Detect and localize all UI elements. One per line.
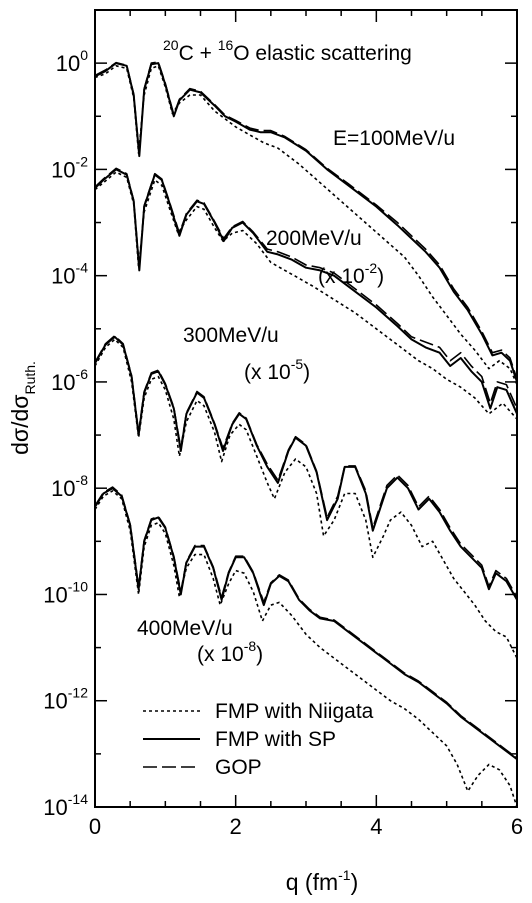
series-sp-200MeV-u (94, 168, 518, 415)
annotation-s200: (x 10-2) (318, 260, 384, 288)
ticks: 0 2 4 6 100 10-2 10-4 10-6 10-8 10-10 10-12 10-14 (43, 9, 523, 839)
x-tick-label: 0 (89, 814, 101, 839)
series-gop-200MeV-u (94, 167, 518, 409)
y-tick-label: 10-6 (51, 366, 88, 395)
legend-label: FMP with Niigata (215, 700, 374, 723)
legend-label: FMP with SP (215, 728, 336, 751)
annotation-e200: 200MeV/u (266, 227, 362, 250)
series-gop-300MeV-u (94, 334, 518, 598)
y-tick-label: 10-12 (43, 685, 88, 714)
series-niigata-300MeV-u (94, 338, 518, 659)
y-tick-label: 10-2 (51, 153, 88, 182)
y-tick-label: 10-14 (43, 791, 88, 820)
x-tick-label: 4 (370, 814, 382, 839)
series-niigata-400MeV-u (94, 490, 518, 808)
labels: 20C + 16O elastic scatteringE=100MeV/u20… (7, 37, 455, 895)
y-tick-label: 10-8 (51, 472, 88, 501)
series-sp-400MeV-u (94, 487, 518, 760)
legend: FMP with Niigata FMP with SP GOP (143, 700, 374, 779)
series-niigata-100MeV-u (94, 65, 518, 385)
x-axis-title: q (fm-1) (286, 867, 359, 895)
annotation-s400: (x 10-8) (197, 638, 263, 666)
series-sp-100MeV-u (94, 62, 518, 383)
y-tick-label: 10-10 (43, 578, 88, 607)
y-tick-label: 10-4 (51, 260, 88, 289)
annotation-e100: E=100MeV/u (333, 127, 455, 150)
y-axis-title: dσ/dσRuth. (7, 361, 38, 455)
series-gop-100MeV-u (94, 61, 518, 380)
y-tick-label: 100 (56, 47, 88, 76)
x-tick-label: 6 (511, 814, 523, 839)
legend-label: GOP (215, 756, 262, 779)
curves (94, 61, 518, 808)
chart-title: 20C + 16O elastic scattering (163, 37, 412, 65)
annotation-e300: 300MeV/u (183, 324, 279, 347)
series-sp-300MeV-u (94, 335, 518, 601)
annotation-e400: 400MeV/u (137, 617, 233, 640)
x-tick-label: 2 (230, 814, 242, 839)
annotation-s300: (x 10-5) (244, 356, 310, 384)
